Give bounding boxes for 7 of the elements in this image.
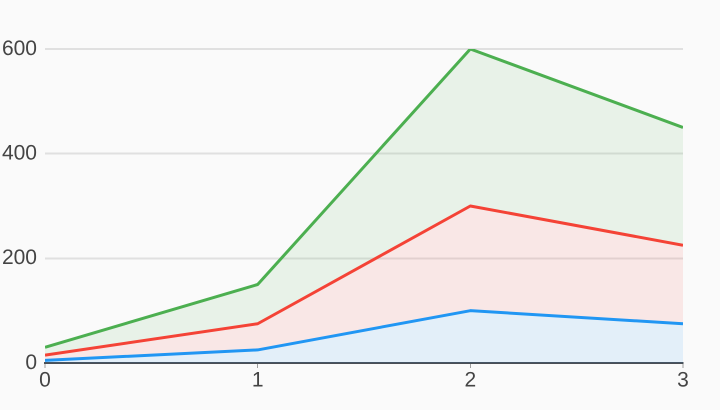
x-tick-label: 3: [677, 368, 689, 392]
y-tick-label: 200: [2, 246, 37, 270]
x-tick-label: 1: [252, 368, 264, 392]
y-tick-label: 0: [25, 350, 37, 374]
x-tick-label: 2: [464, 368, 476, 392]
y-tick-label: 600: [2, 36, 37, 60]
y-tick-label: 400: [2, 141, 37, 164]
